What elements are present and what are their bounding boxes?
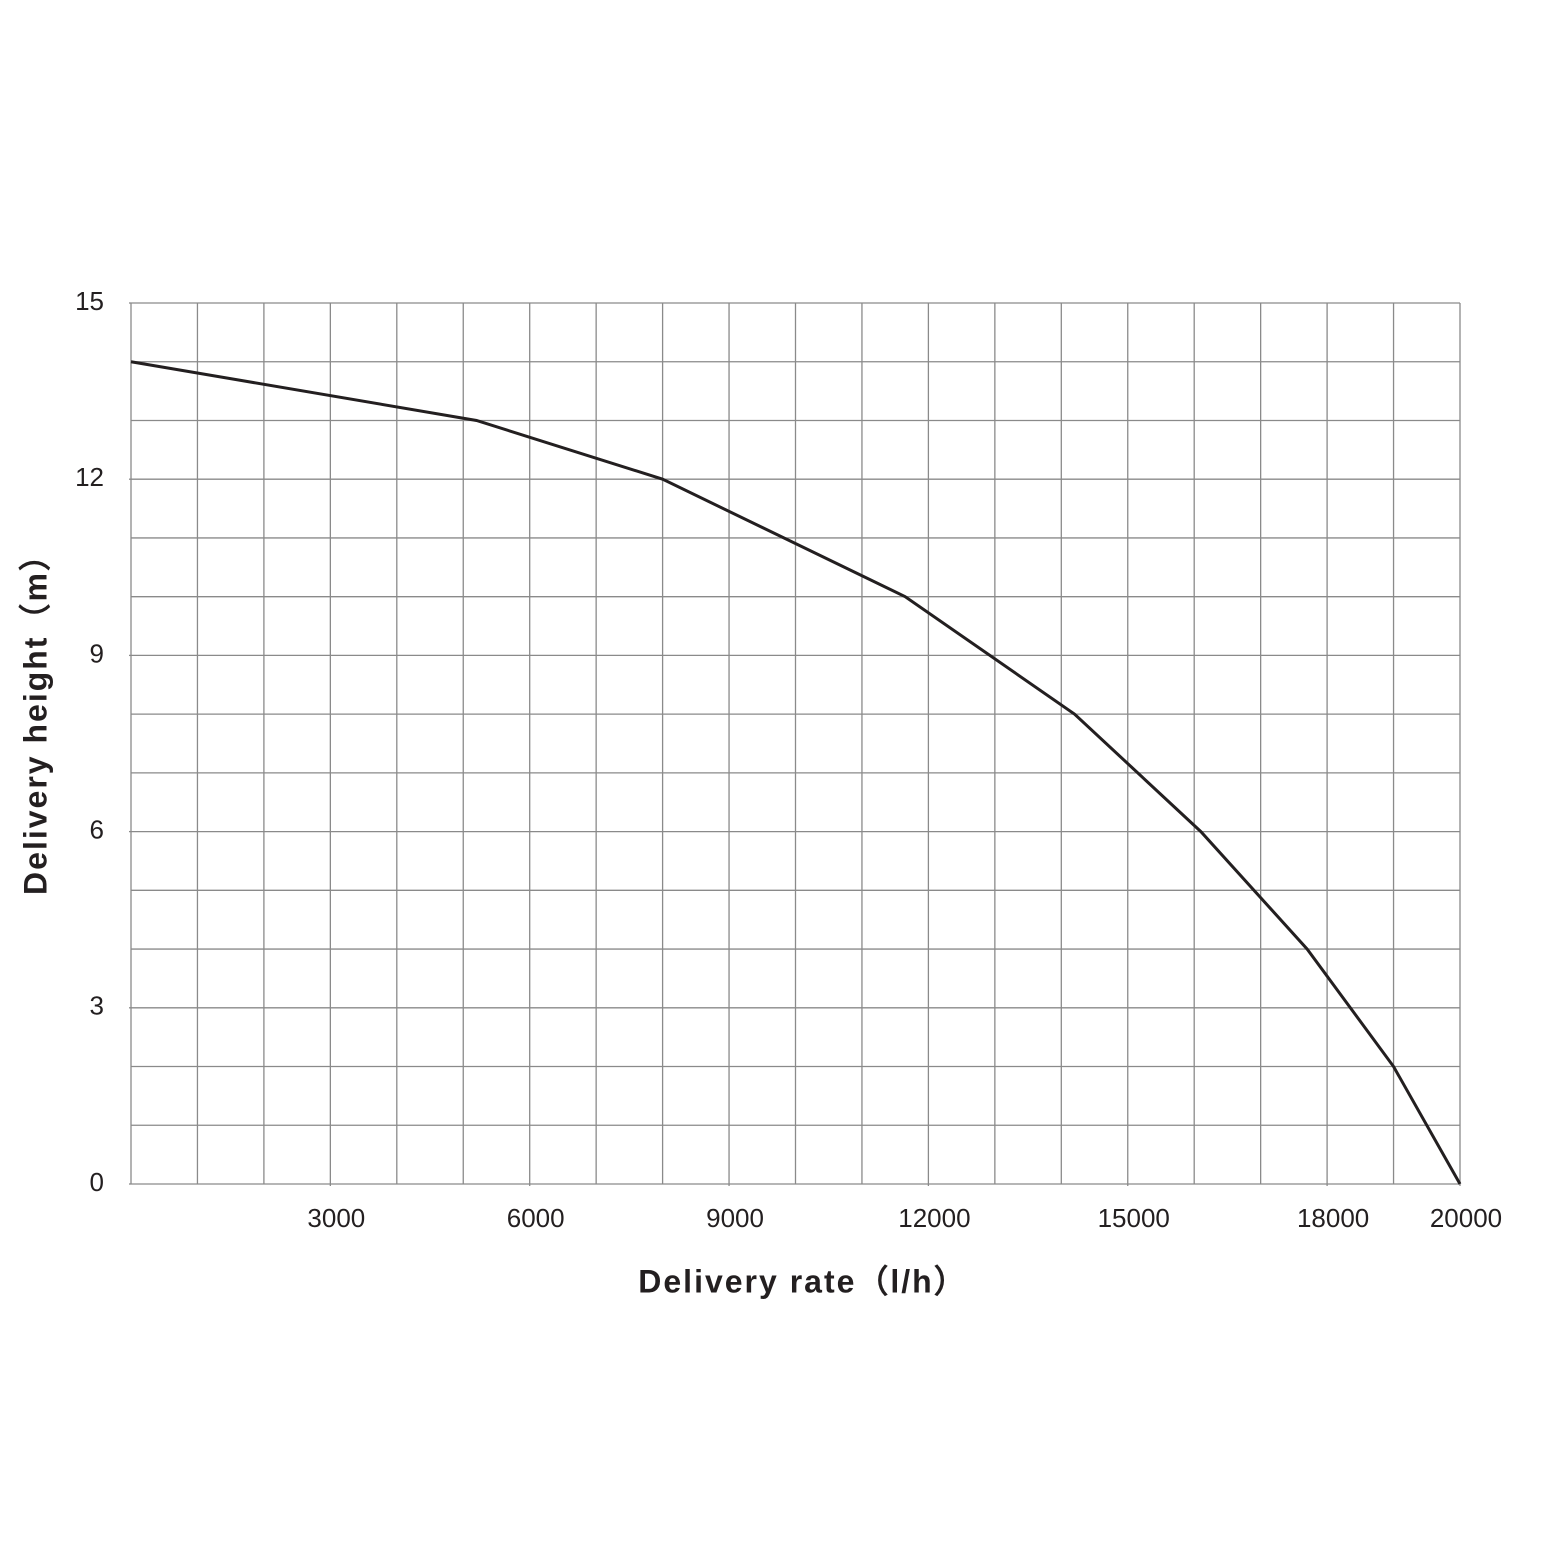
y-axis-label: Delivery height（m） <box>17 537 53 895</box>
x-tick-label: 15000 <box>1098 1203 1170 1233</box>
x-tick-label: 18000 <box>1297 1203 1369 1233</box>
x-tick-label: 9000 <box>706 1203 764 1233</box>
y-tick-label: 12 <box>75 462 104 492</box>
y-tick-label: 15 <box>75 286 104 316</box>
x-tick-label: 20000 <box>1430 1203 1502 1233</box>
x-tick-label: 6000 <box>507 1203 565 1233</box>
y-tick-label: 9 <box>90 638 104 668</box>
x-axis-label: Delivery rate（l/h） <box>638 1263 967 1299</box>
y-tick-label: 3 <box>90 991 104 1021</box>
x-tick-label: 3000 <box>307 1203 365 1233</box>
y-tick-label: 6 <box>90 814 104 844</box>
y-tick-label: 0 <box>90 1167 104 1197</box>
x-tick-label: 12000 <box>898 1203 970 1233</box>
line <box>130 360 1462 1185</box>
